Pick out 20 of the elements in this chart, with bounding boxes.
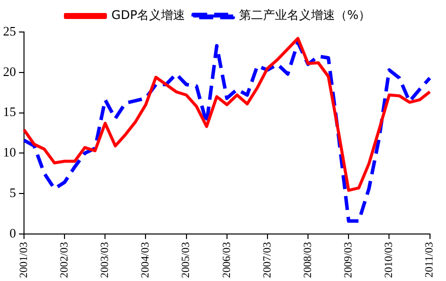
line-series	[22, 40, 432, 223]
y-tick-label: 10	[3, 144, 16, 160]
x-tick-label: 2009/03	[342, 241, 355, 278]
legend-label: 第二产业名义增速（%）	[239, 8, 371, 22]
x-tick-label: 2011/03	[424, 241, 436, 278]
y-tick-label: 20	[3, 64, 16, 79]
x-tick-label: 2003/03	[99, 241, 112, 278]
x-tick-label: 2002/03	[58, 241, 70, 278]
x-tick-label: 2010/03	[383, 241, 396, 278]
y-tick-label: 25	[3, 23, 16, 38]
x-tick-label: 2008/03	[302, 241, 314, 278]
y-tick-label: 0	[10, 225, 16, 240]
y-tick-label: 5	[10, 184, 16, 200]
x-tick-label: 2007/03	[261, 241, 274, 278]
x-tick-label: 2005/03	[180, 241, 192, 278]
y-tick-label: 15	[3, 104, 16, 120]
x-tick-label: 2004/03	[140, 241, 152, 278]
x-tick-label: 2006/03	[220, 241, 233, 278]
legend-label: GDP名义增速	[111, 8, 186, 22]
x-tick-label: 2001/03	[18, 241, 30, 278]
